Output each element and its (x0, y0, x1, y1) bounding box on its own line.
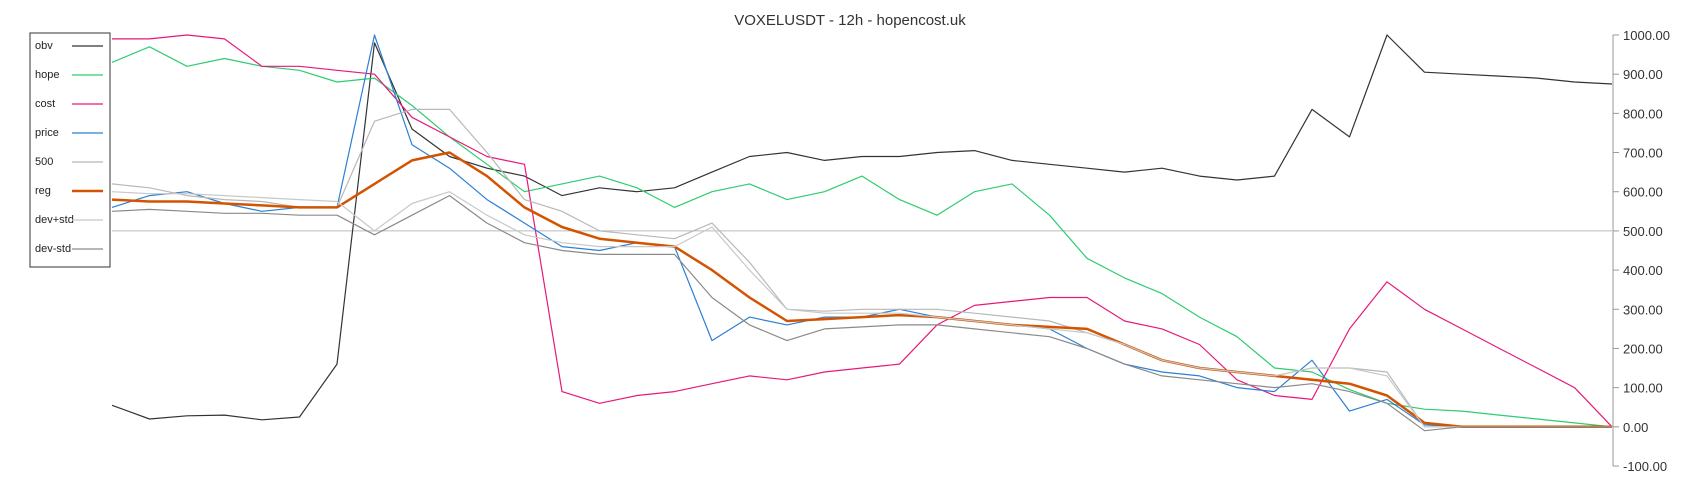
y-tick-label: 800.00 (1623, 106, 1663, 121)
legend-label-price: price (35, 127, 59, 139)
chart-title: VOXELUSDT - 12h - hopencost.uk (734, 12, 966, 29)
y-tick-label: 700.00 (1623, 146, 1663, 161)
series-line-500 (111, 108, 1612, 428)
y-tick-label: 900.00 (1623, 67, 1663, 82)
y-tick-label: 0.00 (1623, 420, 1648, 435)
legend-label-dev-std: dev-std (35, 243, 71, 255)
y-axis: 1000.00 900.00 800.00 700.00 600.00 500.00 400… (1612, 28, 1670, 474)
series-line-hope (111, 46, 1613, 428)
legend-label-hope: hope (35, 69, 59, 81)
series-line-reg (111, 151, 1612, 429)
legend-label-obv: obv (35, 40, 53, 52)
series-layer (111, 34, 1613, 432)
y-tick-label: 500.00 (1623, 224, 1663, 239)
y-tick-label: 1000.00 (1623, 28, 1670, 43)
y-tick-label: 300.00 (1623, 302, 1663, 317)
y-tick-label: 600.00 (1623, 185, 1663, 200)
y-tick-label: 100.00 (1623, 381, 1663, 396)
y-tick-label: 200.00 (1623, 341, 1663, 356)
series-line-obv (111, 34, 1613, 421)
legend: obv hope cost price 500 reg dev+std dev-std (29, 32, 111, 268)
legend-label-cost: cost (35, 98, 55, 110)
legend-label-dev+std: dev+std (35, 214, 74, 226)
legend-label-reg: reg (35, 185, 51, 197)
y-tick-label: -100.00 (1623, 459, 1667, 474)
series-line-dev+std (111, 191, 1612, 428)
legend-label-500: 500 (35, 156, 53, 168)
legend-box (29, 32, 111, 268)
series-line-cost (112, 34, 1613, 428)
series-line-dev-std (111, 195, 1612, 432)
y-tick-label: 400.00 (1623, 263, 1663, 278)
